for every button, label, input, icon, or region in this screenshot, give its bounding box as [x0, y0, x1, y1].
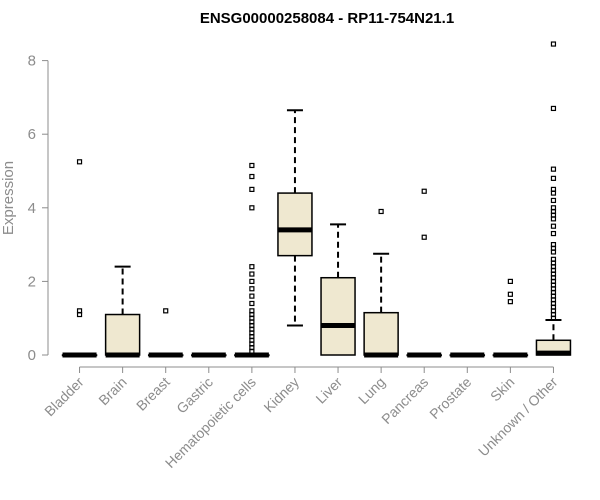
outlier-point [163, 308, 169, 314]
y-tick-label: 2 [28, 273, 36, 290]
x-tick-label: Lung [355, 374, 388, 407]
box-liver [320, 223, 356, 356]
axes: 0 2 4 6 8 [28, 53, 554, 368]
outlier-point [550, 230, 557, 237]
outlier-point [249, 300, 255, 307]
x-tick-label: Liver [312, 374, 345, 407]
outlier-point [249, 286, 255, 292]
outlier-point [249, 162, 255, 169]
box-body [320, 276, 356, 356]
outlier-point [550, 256, 557, 262]
outlier-point [550, 242, 557, 248]
box-brain [104, 265, 141, 358]
y-tick-label: 4 [28, 200, 36, 217]
box-skin [492, 278, 529, 358]
box-bladder [61, 159, 98, 358]
box-unknown-other [535, 41, 572, 356]
outlier-point [249, 278, 255, 284]
chart-title: ENSG00000258084 - RP11-754N21.1 [200, 10, 454, 27]
box-body [277, 192, 313, 257]
outlier-point [550, 166, 557, 172]
box-breast [147, 308, 184, 358]
x-tick-label: Kidney [260, 374, 302, 416]
outlier-point [76, 308, 83, 314]
outlier-point [550, 223, 557, 229]
x-tick-label: Gastric [173, 374, 216, 417]
box-body [363, 311, 399, 356]
outlier-point [249, 308, 255, 314]
y-tick-label: 8 [28, 53, 36, 70]
x-tick-label: Brain [95, 374, 129, 408]
x-tick-label: Prostate [426, 374, 474, 422]
outlier-point [249, 173, 255, 180]
outlier-point [550, 175, 557, 181]
y-tick-label: 0 [28, 347, 36, 364]
box-kidney [277, 109, 313, 327]
outlier-point [507, 291, 513, 297]
x-tick-label: Skin [487, 374, 518, 405]
outlier-point [421, 188, 427, 194]
outlier-point [550, 41, 557, 47]
outlier-point [249, 264, 255, 270]
outlier-point [249, 205, 255, 211]
outlier-point [507, 299, 513, 305]
outlier-point [507, 278, 513, 284]
outlier-point [378, 208, 384, 215]
outlier-point [421, 234, 427, 240]
y-tick-label: 6 [28, 126, 36, 143]
outlier-point [76, 159, 83, 165]
outlier-point [550, 186, 557, 192]
box-pancreas [406, 188, 442, 358]
outlier-point [249, 271, 255, 277]
x-tick-label: Breast [133, 374, 173, 414]
outlier-point [249, 186, 255, 192]
box-group [61, 41, 572, 358]
x-tick-label: Bladder [41, 374, 87, 420]
box-prostate [449, 352, 486, 358]
outlier-point [550, 105, 557, 112]
box-gastric [191, 352, 227, 358]
outlier-point [249, 293, 255, 299]
outlier-point [550, 205, 557, 211]
outlier-point [550, 197, 557, 204]
box-body [104, 313, 141, 356]
y-axis-label: Expression [0, 161, 17, 235]
x-tick-label: Unknown / Other [475, 374, 561, 460]
x-tick-label: Pancreas [378, 374, 431, 427]
box-hematopoietic-cells [234, 162, 270, 358]
box-lung [363, 208, 399, 358]
